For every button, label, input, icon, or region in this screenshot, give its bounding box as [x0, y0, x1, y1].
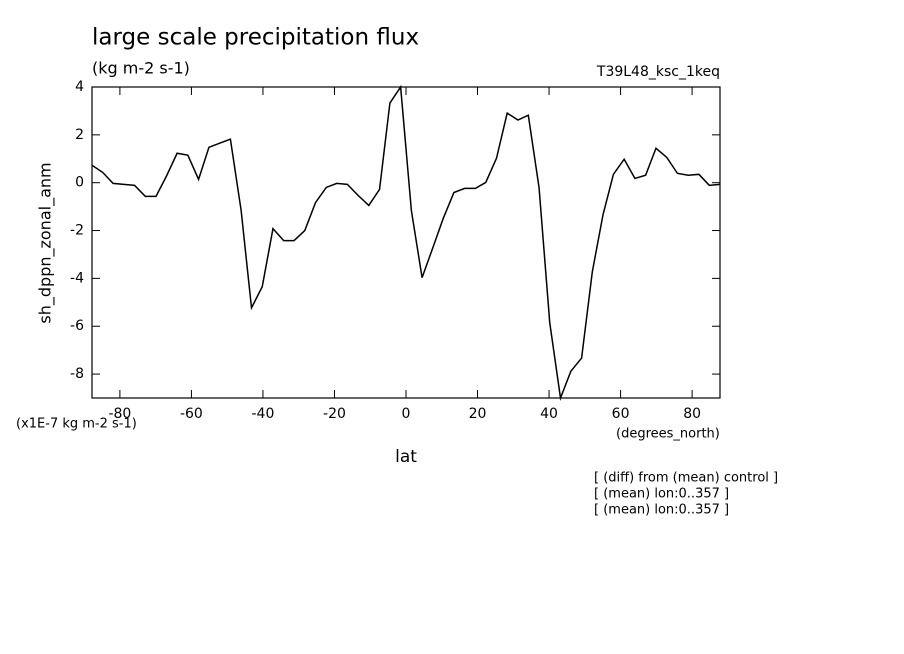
x-tick-label: -20: [323, 406, 346, 422]
note: [ (mean) lon:0..357 ]: [594, 487, 729, 502]
x-tick-label: 20: [469, 406, 487, 422]
y-tick-label: -2: [70, 223, 84, 239]
note: [ (diff) from (mean) control ]: [594, 471, 778, 486]
y-tick-label: 4: [75, 79, 84, 95]
x-tick-label: 80: [683, 406, 701, 422]
data-line: [91, 84, 721, 401]
x-units: (degrees_north): [616, 427, 720, 442]
y-tick-label: -8: [70, 366, 84, 382]
plot-frame: [91, 86, 721, 399]
y-tick-label: 2: [75, 127, 84, 143]
y-tick-label: -4: [70, 270, 84, 286]
dataset-label: T39L48_ksc_1keq: [596, 64, 720, 80]
x-axis-label: lat: [395, 447, 417, 467]
y-tick-label: -6: [70, 318, 84, 334]
note: [ (mean) lon:0..357 ]: [594, 503, 729, 518]
chart-title: large scale precipitation flux: [92, 25, 419, 51]
y-units: (x1E-7 kg m-2 s-1): [16, 417, 137, 432]
chart-subtitle: (kg m-2 s-1): [92, 59, 190, 78]
x-tick-label: -80: [108, 406, 131, 422]
x-tick-label: -60: [180, 406, 203, 422]
x-tick-label: 0: [402, 406, 411, 422]
x-tick-label: 60: [612, 406, 630, 422]
x-tick-label: -40: [252, 406, 275, 422]
x-tick-label: 40: [540, 406, 558, 422]
y-axis-label: sh_dppn_zonal_anm: [36, 162, 56, 323]
y-tick-label: 0: [75, 175, 84, 191]
